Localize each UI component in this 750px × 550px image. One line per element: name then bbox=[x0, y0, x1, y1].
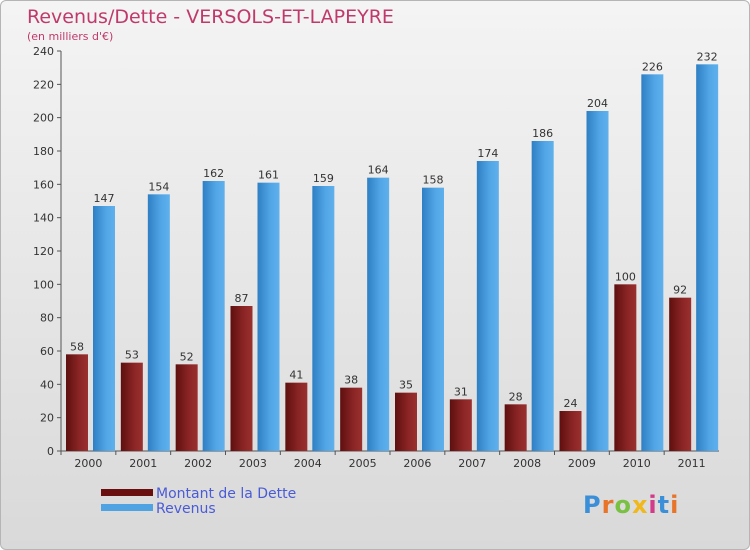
x-tick-label: 2009 bbox=[568, 457, 596, 470]
x-tick-label: 2011 bbox=[678, 457, 706, 470]
bar-revenue bbox=[641, 74, 664, 451]
bar-revenue bbox=[476, 161, 499, 451]
bar-revenue bbox=[367, 177, 390, 451]
bars bbox=[66, 64, 719, 452]
bar-revenue bbox=[257, 182, 280, 451]
data-label-debt: 52 bbox=[180, 350, 194, 363]
bar-revenue bbox=[422, 187, 444, 451]
data-label-debt: 38 bbox=[344, 374, 358, 387]
y-tick-label: 20 bbox=[40, 412, 54, 425]
data-label-debt: 87 bbox=[235, 292, 249, 305]
bar-revenue bbox=[696, 64, 719, 452]
data-label-debt: 35 bbox=[399, 379, 413, 392]
bar-debt bbox=[614, 284, 637, 451]
y-tick-label: 80 bbox=[40, 312, 54, 325]
bar-debt bbox=[559, 411, 582, 451]
logo-letter: r bbox=[601, 491, 615, 519]
bar-debt bbox=[340, 387, 363, 451]
data-label-debt: 41 bbox=[289, 369, 303, 382]
bar-debt bbox=[449, 399, 472, 451]
legend-swatch-revenue bbox=[101, 504, 153, 511]
logo-letter: i bbox=[670, 491, 680, 519]
y-tick-label: 0 bbox=[47, 445, 54, 458]
x-tick-label: 2006 bbox=[403, 457, 431, 470]
axes: 0 20 40 60 80 100 120 140 160 180 200 220 240 2000 200… bbox=[33, 45, 719, 470]
data-label-revenue: 174 bbox=[477, 147, 498, 160]
y-tick-label: 200 bbox=[33, 112, 54, 125]
data-label-debt: 92 bbox=[673, 284, 687, 297]
logo-letter: x bbox=[631, 491, 649, 519]
data-label-revenue: 164 bbox=[368, 164, 389, 177]
bar-debt bbox=[175, 364, 198, 451]
x-tick-label: 2005 bbox=[349, 457, 377, 470]
data-label-debt: 53 bbox=[125, 349, 139, 362]
proxiti-logo: Proxiti bbox=[583, 491, 679, 519]
bar-revenue bbox=[312, 186, 335, 451]
data-label-debt: 28 bbox=[509, 390, 523, 403]
x-tick-label: 2010 bbox=[623, 457, 651, 470]
y-tick-label: 160 bbox=[33, 178, 54, 191]
x-tick-label: 2008 bbox=[513, 457, 541, 470]
data-label-revenue: 161 bbox=[258, 169, 279, 182]
bar-debt bbox=[395, 392, 417, 451]
bar-revenue bbox=[531, 141, 554, 451]
data-label-debt: 100 bbox=[615, 270, 636, 283]
data-label-debt: 58 bbox=[70, 340, 84, 353]
x-tick-label: 2003 bbox=[239, 457, 267, 470]
y-tick-label: 60 bbox=[40, 345, 54, 358]
bar-debt bbox=[669, 297, 692, 451]
y-tick-label: 180 bbox=[33, 145, 54, 158]
x-tick-label: 2002 bbox=[184, 457, 212, 470]
bar-revenue bbox=[202, 181, 225, 451]
y-tick-label: 40 bbox=[40, 378, 54, 391]
bar-revenue bbox=[93, 206, 115, 451]
data-label-revenue: 159 bbox=[313, 172, 334, 185]
data-label-revenue: 204 bbox=[587, 97, 608, 110]
bar-debt bbox=[504, 404, 527, 451]
data-label-revenue: 158 bbox=[423, 174, 444, 187]
legend-swatch-debt bbox=[101, 489, 153, 496]
bar-debt bbox=[285, 382, 308, 451]
data-label-revenue: 186 bbox=[532, 127, 553, 140]
bar-revenue bbox=[147, 194, 170, 452]
y-tick-label: 120 bbox=[33, 245, 54, 258]
chart-title: Revenus/Dette - VERSOLS-ET-LAPEYRE bbox=[27, 6, 394, 28]
logo-letter: o bbox=[614, 491, 632, 519]
data-label-revenue: 162 bbox=[203, 167, 224, 180]
x-tick-label: 2004 bbox=[294, 457, 322, 470]
data-label-debt: 31 bbox=[454, 385, 468, 398]
data-label-revenue: 232 bbox=[697, 50, 718, 63]
data-label-revenue: 154 bbox=[148, 180, 169, 193]
y-tick-label: 140 bbox=[33, 212, 54, 225]
x-tick-label: 2001 bbox=[129, 457, 157, 470]
legend-label-revenue: Revenus bbox=[156, 501, 216, 517]
logo-letter: P bbox=[583, 491, 602, 519]
legend-label-debt: Montant de la Dette bbox=[156, 486, 297, 502]
bar-debt bbox=[230, 306, 253, 451]
data-labels: 58 147 53 154 52 162 87 161 41 159 38 164 35 158 31 174… bbox=[70, 50, 718, 410]
bar-debt bbox=[120, 362, 143, 451]
y-tick-label: 100 bbox=[33, 278, 54, 291]
data-label-debt: 24 bbox=[564, 397, 578, 410]
y-tick-label: 240 bbox=[33, 45, 54, 58]
logo-letter: i bbox=[648, 491, 658, 519]
bar-debt bbox=[66, 354, 88, 451]
y-tick-label: 220 bbox=[33, 78, 54, 91]
logo-letter: t bbox=[657, 491, 671, 519]
data-label-revenue: 226 bbox=[642, 60, 663, 73]
bar-revenue bbox=[586, 111, 609, 451]
x-tick-label: 2000 bbox=[74, 457, 102, 470]
chart-subtitle: (en milliers d'€) bbox=[27, 30, 114, 43]
data-label-revenue: 147 bbox=[94, 192, 115, 205]
x-tick-label: 2007 bbox=[458, 457, 486, 470]
